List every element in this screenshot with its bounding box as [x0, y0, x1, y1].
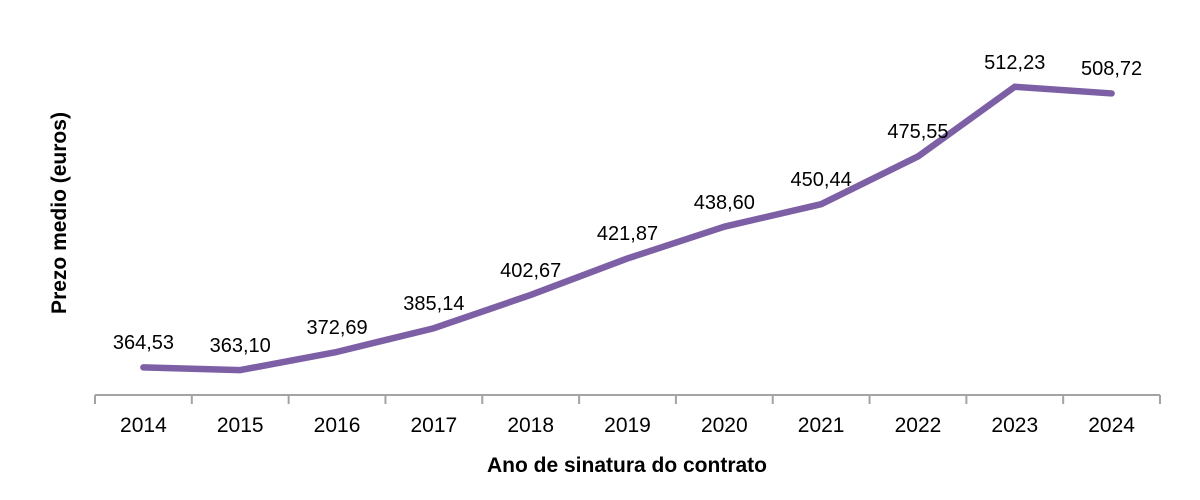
x-tick-label: 2021 [797, 414, 845, 437]
data-label: 372,69 [306, 316, 368, 339]
x-tick-label: 2024 [1088, 414, 1135, 437]
series-line [140, 83, 1115, 374]
x-tick-label: 2017 [410, 414, 458, 437]
data-label: 508,72 [1080, 58, 1143, 81]
x-tick-label: 2019 [604, 414, 651, 437]
x-axis-title: Ano de sinatura do contrato [486, 454, 768, 477]
data-label: 421,87 [596, 223, 659, 246]
data-label: 450,44 [790, 169, 852, 192]
data-label: 438,60 [693, 191, 755, 214]
data-label: 385,14 [403, 293, 465, 316]
x-tick-label: 2022 [894, 414, 942, 437]
data-label: 364,53 [112, 332, 174, 355]
x-tick-label: 2023 [991, 414, 1039, 437]
x-tick-label: 2015 [216, 414, 264, 437]
data-label: 475,55 [887, 121, 949, 144]
data-label: 363,10 [209, 335, 271, 358]
data-label: 512,23 [984, 51, 1046, 74]
x-tick-label: 2016 [313, 414, 361, 437]
x-tick-label: 2018 [507, 414, 555, 437]
x-tick-label: 2020 [700, 414, 748, 437]
data-label: 402,67 [500, 259, 562, 282]
x-tick-label: 2014 [120, 414, 167, 437]
